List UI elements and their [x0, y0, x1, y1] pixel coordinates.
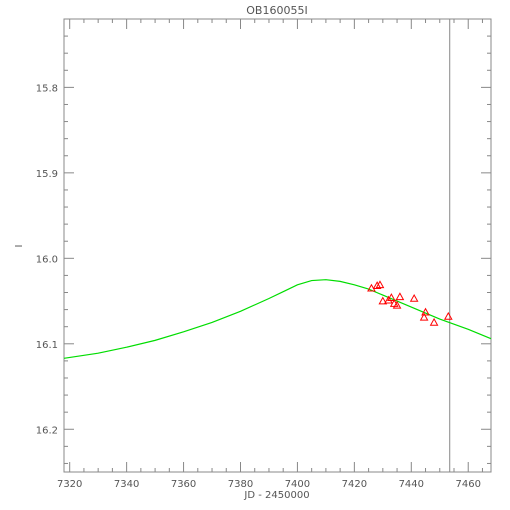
- data-point-triangle: [372, 281, 382, 289]
- data-point-triangle: [375, 280, 385, 289]
- y-axis-label: I: [14, 245, 25, 248]
- y-tick-label: 16.2: [36, 425, 58, 436]
- data-point-triangle: [395, 292, 405, 301]
- plot-frame: [63, 18, 492, 473]
- y-tick-label: 15.8: [36, 83, 58, 94]
- x-tick-label: 7460: [456, 479, 481, 490]
- x-tick-label: 7340: [114, 479, 139, 490]
- data-point-triangle: [392, 300, 402, 309]
- chart-title: OB160055I: [246, 4, 307, 17]
- data-point-triangle: [378, 296, 388, 305]
- data-point-triangle: [443, 311, 453, 320]
- data-point-triangle: [409, 293, 419, 302]
- x-tick-label: 7400: [285, 479, 310, 490]
- model-curve: [63, 279, 492, 359]
- x-tick-label: 7320: [57, 479, 82, 490]
- data-point-triangle: [387, 293, 396, 301]
- axis-ticks: [64, 18, 491, 472]
- data-point-triangle: [429, 317, 439, 326]
- y-tick-label: 16.1: [36, 340, 58, 351]
- x-axis-label: JD - 2450000: [243, 490, 309, 501]
- data-point-triangle: [384, 295, 393, 304]
- plot-content: [63, 19, 492, 472]
- x-tick-label: 7440: [399, 479, 424, 490]
- x-tick-label: 7360: [171, 479, 196, 490]
- x-tick-label: 7420: [342, 479, 367, 490]
- x-tick-label: 7380: [228, 479, 253, 490]
- data-point-triangle: [419, 312, 429, 321]
- y-tick-label: 16.0: [36, 254, 58, 265]
- y-tick-label: 15.9: [36, 169, 58, 180]
- data-point-triangle: [421, 307, 430, 316]
- data-point-triangle: [367, 283, 376, 292]
- axis-tick-labels: 7320 7340 7360 7380 7400 7420 7440 7460 15.8 15.9…: [36, 83, 481, 490]
